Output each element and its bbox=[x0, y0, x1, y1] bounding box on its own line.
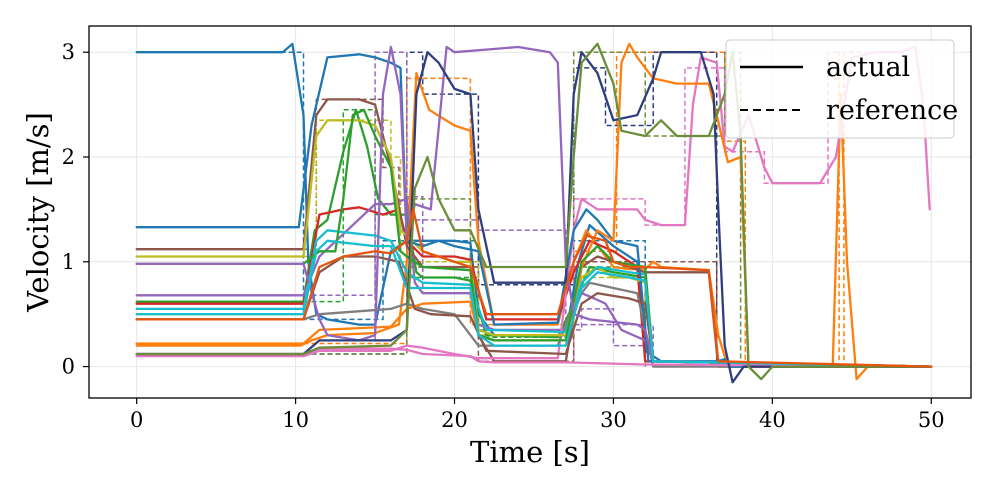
y-tick-label: 0 bbox=[62, 355, 75, 379]
actual-line-s9 bbox=[135, 119, 933, 368]
y-tick-label: 2 bbox=[62, 145, 75, 169]
legend-box bbox=[725, 39, 955, 139]
actual-line-s6 bbox=[135, 98, 933, 368]
actual-line-s10 bbox=[135, 229, 933, 368]
x-tick-label: 50 bbox=[918, 408, 945, 432]
legend: actual reference bbox=[725, 39, 958, 139]
x-tick-label: 20 bbox=[441, 408, 468, 432]
actual-line-s2 bbox=[135, 72, 933, 381]
y-tick-label: 3 bbox=[62, 40, 75, 64]
x-tick-label: 10 bbox=[282, 408, 309, 432]
y-axis-label: Velocity [m/s] bbox=[21, 112, 55, 313]
actual-line-s8 bbox=[135, 281, 933, 368]
axis-ticks: 0 10 20 30 40 50 0 1 2 3 bbox=[62, 40, 945, 432]
y-tick-label: 1 bbox=[62, 250, 75, 274]
actual-line-s13 bbox=[135, 108, 933, 368]
x-tick-label: 30 bbox=[600, 408, 627, 432]
actual-line-s18 bbox=[135, 51, 933, 384]
plot-frame bbox=[88, 25, 972, 399]
legend-reference-label: reference bbox=[826, 95, 958, 126]
x-tick-label: 0 bbox=[130, 408, 143, 432]
actual-line-s20 bbox=[135, 208, 933, 368]
x-axis-label: Time [s] bbox=[470, 435, 590, 469]
actual-line-s3 bbox=[135, 108, 933, 368]
legend-actual-label: actual bbox=[826, 52, 910, 83]
actual-line-s17 bbox=[135, 239, 933, 368]
actual-line-s14 bbox=[135, 255, 933, 368]
reference-line-r7 bbox=[572, 51, 868, 359]
actual-line-s4 bbox=[135, 206, 933, 368]
x-tick-label: 40 bbox=[759, 408, 786, 432]
